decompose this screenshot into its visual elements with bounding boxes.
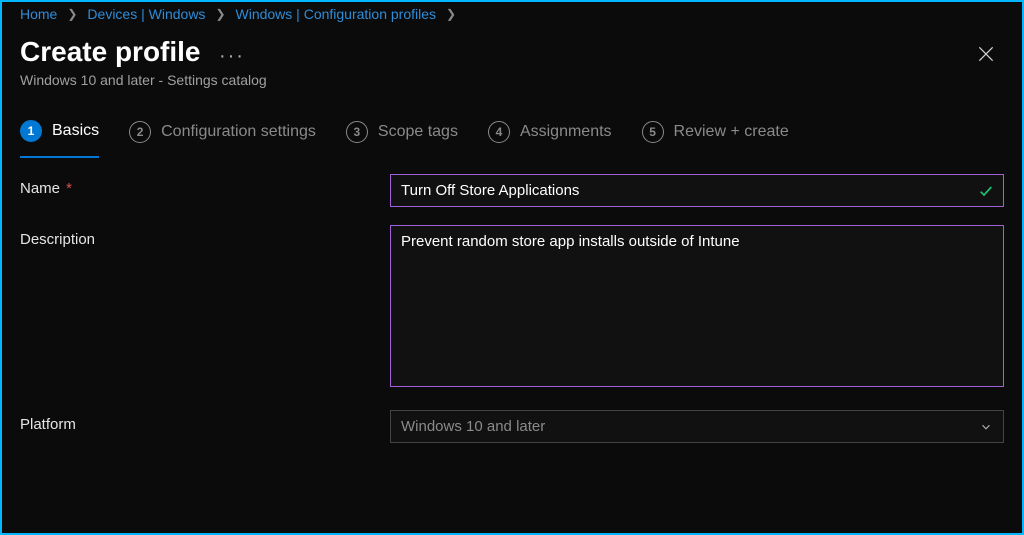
title-block: Create profile ··· Windows 10 and later … — [20, 36, 267, 88]
platform-control: Windows 10 and later — [390, 410, 1004, 443]
step-label: Assignments — [520, 123, 612, 141]
description-control — [390, 225, 1004, 392]
row-platform: Platform Windows 10 and later — [20, 410, 1004, 443]
step-basics[interactable]: 1 Basics — [20, 120, 99, 158]
breadcrumb: Home ❯ Devices | Windows ❯ Windows | Con… — [2, 2, 1022, 30]
row-name: Name * — [20, 174, 1004, 207]
step-review-create[interactable]: 5 Review + create — [642, 120, 789, 158]
step-assignments[interactable]: 4 Assignments — [488, 120, 612, 158]
platform-select[interactable]: Windows 10 and later — [390, 410, 1004, 443]
page-subtitle: Windows 10 and later - Settings catalog — [20, 72, 267, 88]
step-number: 3 — [346, 121, 368, 143]
chevron-right-icon: ❯ — [215, 7, 225, 21]
chevron-right-icon: ❯ — [446, 7, 456, 21]
chevron-right-icon: ❯ — [67, 7, 77, 21]
page-title: Create profile — [20, 36, 201, 68]
label-text: Name — [20, 180, 60, 197]
breadcrumb-link-home[interactable]: Home — [20, 6, 57, 22]
wizard-steps: 1 Basics 2 Configuration settings 3 Scop… — [2, 88, 1022, 158]
step-label: Scope tags — [378, 123, 458, 141]
chevron-down-icon — [979, 420, 993, 434]
step-number: 1 — [20, 120, 42, 142]
row-description: Description — [20, 225, 1004, 392]
breadcrumb-link-devices[interactable]: Devices | Windows — [87, 6, 205, 22]
required-asterisk: * — [62, 180, 72, 197]
valid-check-icon — [978, 183, 994, 199]
name-input[interactable] — [390, 174, 1004, 207]
page-header: Create profile ··· Windows 10 and later … — [2, 30, 1022, 88]
step-label: Review + create — [674, 123, 789, 141]
more-actions-icon[interactable]: ··· — [219, 45, 245, 68]
description-label: Description — [20, 225, 390, 248]
step-number: 4 — [488, 121, 510, 143]
platform-label: Platform — [20, 410, 390, 433]
close-icon[interactable] — [976, 44, 996, 64]
form-basics: Name * Description Platform Windows 10 a… — [2, 158, 1022, 443]
platform-value: Windows 10 and later — [401, 418, 545, 435]
step-number: 2 — [129, 121, 151, 143]
description-input[interactable] — [390, 225, 1004, 387]
step-scope-tags[interactable]: 3 Scope tags — [346, 120, 458, 158]
name-label: Name * — [20, 174, 390, 197]
step-configuration-settings[interactable]: 2 Configuration settings — [129, 120, 316, 158]
step-label: Basics — [52, 122, 99, 140]
name-control — [390, 174, 1004, 207]
step-label: Configuration settings — [161, 123, 316, 141]
breadcrumb-link-profiles[interactable]: Windows | Configuration profiles — [236, 6, 437, 22]
step-number: 5 — [642, 121, 664, 143]
